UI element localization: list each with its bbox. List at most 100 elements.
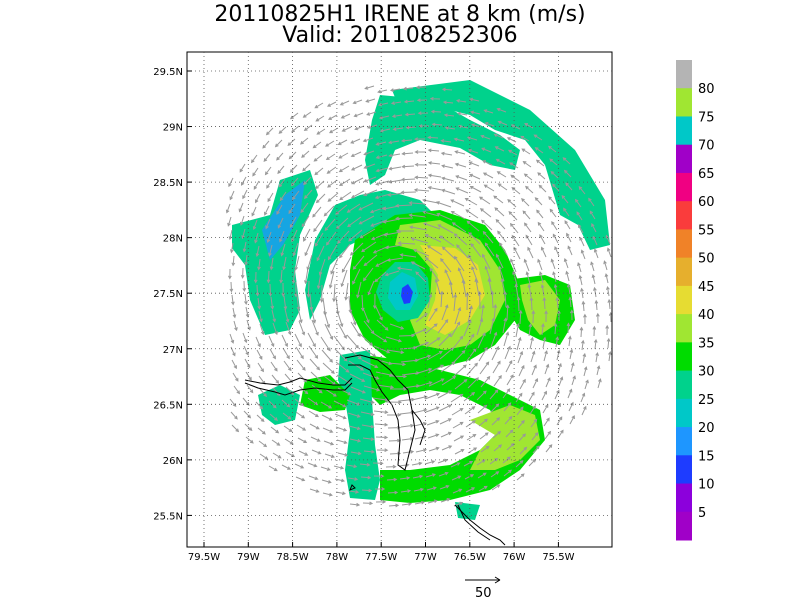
- wind-vector: [594, 299, 599, 311]
- wind-vector: [483, 109, 494, 114]
- wind-vector: [510, 174, 520, 182]
- wind-vector: [348, 425, 361, 431]
- wind-vector: [528, 458, 537, 467]
- wind-vector: [441, 176, 455, 182]
- wind-vector: [454, 379, 468, 390]
- wind-vector: [412, 474, 424, 479]
- wind-vector: [606, 247, 612, 258]
- wind-vector: [291, 125, 300, 133]
- wind-vector: [603, 260, 608, 271]
- wind-vector: [321, 349, 333, 363]
- eleuthera-coast: [454, 504, 506, 546]
- wind-vector: [271, 374, 280, 384]
- wind-vector: [269, 413, 279, 421]
- vector-key-arrowhead: [494, 576, 501, 584]
- wind-vector: [413, 487, 425, 492]
- wind-vector: [360, 411, 375, 417]
- wind-vector: [314, 102, 324, 109]
- wind-vector: [593, 286, 597, 298]
- wind-vector: [233, 320, 238, 332]
- wind-vector: [297, 372, 308, 383]
- wind-vector: [388, 438, 401, 443]
- latitude-labels: 29.5N 29N 28.5N 28N 27.5N 27N 26.5N 26N 25.5N: [153, 67, 192, 522]
- colorbar-label: 55: [698, 223, 715, 238]
- wind-vector: [588, 197, 595, 207]
- wind-vector: [591, 273, 596, 285]
- wind-vector: [425, 473, 437, 478]
- wind-vector: [348, 229, 363, 242]
- wind-vector: [515, 322, 520, 338]
- wind-vector: [347, 412, 361, 418]
- wind-vector: [566, 322, 571, 334]
- wind-vector: [503, 290, 508, 308]
- wind-vector: [534, 147, 544, 154]
- wind-vector: [565, 270, 570, 282]
- wind-vector: [466, 362, 478, 376]
- wind-vector: [303, 228, 311, 242]
- wind-vector: [457, 124, 469, 129]
- wind-vector: [361, 488, 373, 493]
- wind-vector: [411, 395, 428, 401]
- wind-vector: [452, 488, 463, 494]
- wind-vector: [347, 216, 362, 228]
- wind-vector: [369, 206, 387, 214]
- wind-vector: [244, 423, 253, 432]
- wind-vector: [525, 271, 531, 285]
- wind-vector: [548, 196, 556, 205]
- wind-vector: [525, 234, 533, 246]
- longitude-labels: 79.5W 79W 78.5W 78W 77.5W 77W 76.5W 76W 75.5W: [188, 542, 575, 563]
- lon-label: 77W: [414, 552, 437, 563]
- wind-vector: [269, 257, 274, 271]
- wind-vector: [375, 154, 388, 159]
- wind-vector: [229, 281, 234, 293]
- wind-vector: [535, 159, 545, 167]
- wind-vector: [257, 362, 264, 373]
- wind-vector: [346, 203, 361, 213]
- wind-vector: [408, 213, 427, 218]
- wind-vector: [469, 97, 480, 102]
- wind-vector: [424, 392, 441, 400]
- wind-vector: [252, 167, 259, 177]
- wind-vector: [493, 133, 504, 139]
- wind-vector: [258, 440, 268, 448]
- wind-vector: [242, 332, 248, 344]
- wind-vector: [514, 283, 519, 299]
- wind-vector: [567, 388, 573, 399]
- wind-vector: [441, 87, 453, 92]
- wind-vector: [255, 193, 261, 204]
- wind-vector: [376, 448, 389, 453]
- wind-vector: [438, 471, 449, 477]
- wind-vector: [232, 372, 239, 382]
- wind-vector: [435, 201, 452, 208]
- wind-vector: [346, 464, 358, 469]
- wind-vector: [415, 85, 427, 90]
- wind-vector: [557, 362, 562, 374]
- wind-vector: [532, 377, 539, 389]
- wind-vector: [414, 367, 433, 375]
- wind-vector: [461, 279, 467, 298]
- wind-vector: [307, 462, 318, 468]
- wind-vector: [440, 139, 452, 143]
- wind-vector: [271, 309, 276, 323]
- wind-vector: [538, 271, 544, 284]
- wind-vector: [531, 364, 537, 376]
- wind-vector: [294, 333, 302, 348]
- wind-vector: [298, 320, 306, 336]
- wind-vector: [440, 151, 453, 156]
- wind-vector: [268, 335, 275, 348]
- wind-vector: [375, 500, 387, 504]
- wind-vector: [315, 115, 325, 122]
- wind-vector: [417, 111, 429, 116]
- wind-vector: [325, 231, 337, 246]
- wind-vector: [254, 232, 259, 244]
- wind-vector: [268, 465, 278, 472]
- wind-vector: [492, 430, 502, 439]
- wind-vector: [583, 313, 587, 325]
- wind-vector: [255, 401, 264, 410]
- wind-vector: [245, 371, 252, 381]
- wind-vector: [422, 198, 439, 204]
- wind-vector: [528, 391, 535, 402]
- wind-vector: [242, 189, 248, 200]
- wind-vector: [464, 333, 475, 350]
- wind-vector: [465, 420, 476, 428]
